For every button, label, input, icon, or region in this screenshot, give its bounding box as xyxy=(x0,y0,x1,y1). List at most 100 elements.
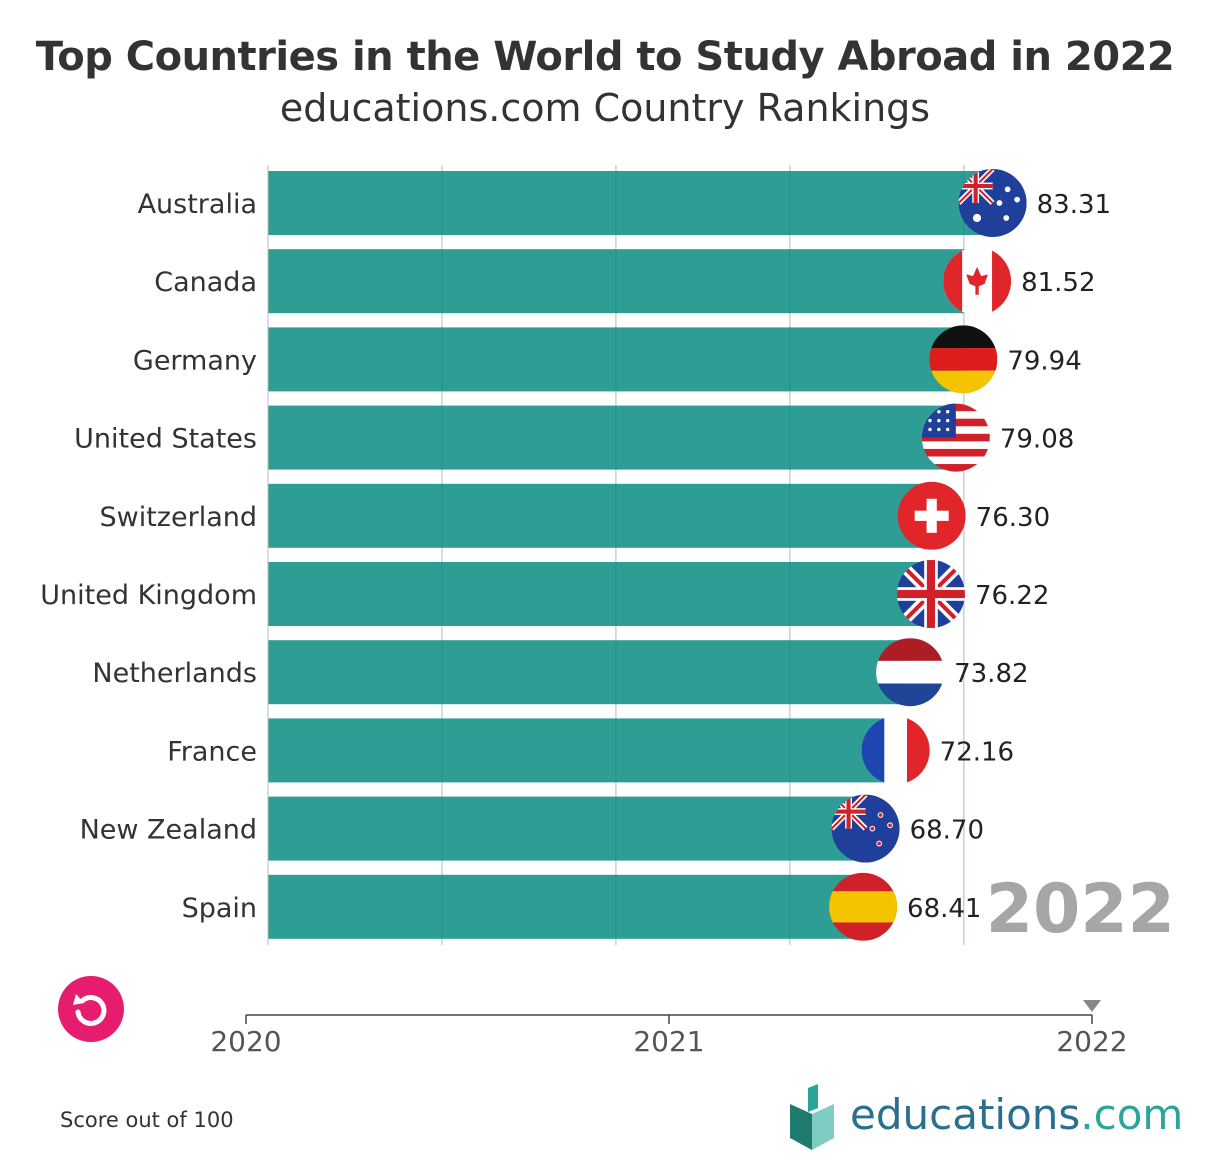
bar xyxy=(268,171,993,235)
value-label: 68.41 xyxy=(907,894,981,924)
category-label: Canada xyxy=(154,267,257,298)
australia-flag-shapes xyxy=(958,169,1027,237)
france-flag-shapes xyxy=(861,716,930,785)
timeline[interactable]: 2020 2021 2022 xyxy=(210,1000,1128,1058)
flag-part xyxy=(921,464,990,472)
united-kingdom-flag-shapes xyxy=(896,560,965,628)
flag-star xyxy=(928,427,932,432)
bar xyxy=(268,405,956,470)
flag-star xyxy=(937,427,941,432)
chart-title: Top Countries in the World to Study Abro… xyxy=(35,34,1175,80)
united-states-flag xyxy=(921,403,990,472)
flag-part xyxy=(876,660,945,684)
united-states-flag-shapes xyxy=(921,403,990,472)
bar xyxy=(268,640,911,705)
flag-part xyxy=(943,247,963,316)
category-label: United States xyxy=(74,424,257,455)
category-label: Australia xyxy=(138,189,257,220)
flag-part xyxy=(929,370,998,394)
flag-part xyxy=(914,510,949,521)
flag-part xyxy=(829,891,898,923)
switzerland-flag-shapes xyxy=(897,481,966,550)
flag-part xyxy=(861,716,885,785)
timeline-position-marker[interactable] xyxy=(1083,1000,1101,1012)
timeline-year-label: 2021 xyxy=(633,1025,704,1058)
value-label: 72.16 xyxy=(940,737,1014,767)
germany-flag-shapes xyxy=(929,325,998,394)
brand-logo[interactable]: educations.com xyxy=(786,1082,1183,1152)
new-zealand-flag xyxy=(831,794,900,863)
flag-star xyxy=(945,410,950,414)
bar xyxy=(268,483,932,548)
flag-part xyxy=(929,325,998,349)
flag-star xyxy=(972,213,982,223)
netherlands-flag-shapes xyxy=(876,638,945,707)
flag-part xyxy=(929,348,998,371)
flag-star xyxy=(945,418,950,423)
category-label: New Zealand xyxy=(80,815,257,846)
flag-star xyxy=(876,840,883,847)
category-label: Switzerland xyxy=(100,502,258,533)
current-year-label: 2022 xyxy=(986,870,1175,949)
bar xyxy=(268,796,866,861)
flag-part xyxy=(876,638,945,661)
flag-star xyxy=(996,200,1003,206)
flag-part xyxy=(876,683,945,707)
chart-subtitle: educations.com Country Rankings xyxy=(279,86,931,130)
flag-star xyxy=(1014,196,1021,203)
replay-icon xyxy=(73,994,107,1026)
value-label: 68.70 xyxy=(910,816,984,846)
category-label: United Kingdom xyxy=(40,580,257,611)
germany-flag xyxy=(929,325,998,394)
spain-flag-shapes xyxy=(829,872,898,941)
maple-leaf xyxy=(966,266,988,295)
brand-name-suffix: .com xyxy=(1080,1090,1184,1139)
category-label: Spain xyxy=(182,893,257,924)
timeline-year-label: 2020 xyxy=(210,1025,281,1058)
value-label: 81.52 xyxy=(1021,268,1095,298)
flag-star xyxy=(937,418,941,423)
flag-part xyxy=(958,183,993,189)
flag-part xyxy=(884,716,907,785)
flag-star xyxy=(877,812,884,818)
flag-star xyxy=(937,410,941,414)
category-label: Netherlands xyxy=(92,658,257,689)
value-label: 79.94 xyxy=(1007,346,1081,376)
bar xyxy=(268,718,896,783)
canada-flag xyxy=(943,247,1012,316)
netherlands-flag xyxy=(876,638,945,707)
australia-flag xyxy=(958,169,1027,237)
value-label: 73.82 xyxy=(954,659,1028,689)
flag-star xyxy=(928,418,932,423)
flag-part xyxy=(921,433,990,442)
flag-part xyxy=(921,448,990,457)
flag-part xyxy=(921,456,990,465)
new-zealand-flag-shapes xyxy=(831,794,900,863)
replay-button[interactable] xyxy=(58,976,124,1042)
brand-name-main: educations xyxy=(850,1090,1081,1139)
category-label: Germany xyxy=(133,345,257,376)
footnote: Score out of 100 xyxy=(60,1108,234,1132)
spain-flag xyxy=(829,872,898,941)
flag-part xyxy=(896,589,965,599)
flag-star xyxy=(869,825,876,832)
flag-star xyxy=(1004,186,1011,193)
flag-part xyxy=(831,809,866,814)
value-label: 79.08 xyxy=(1000,425,1074,455)
book-logo-icon xyxy=(790,1084,834,1150)
canada-flag-shapes xyxy=(943,247,1012,316)
bar xyxy=(268,874,864,939)
value-label: 76.22 xyxy=(975,581,1049,611)
flag-part xyxy=(992,247,1012,316)
united-kingdom-flag xyxy=(896,560,965,628)
value-label: 83.31 xyxy=(1037,190,1111,220)
flag-part xyxy=(906,716,930,785)
bar xyxy=(268,249,978,314)
bars-group xyxy=(268,171,993,939)
category-label: France xyxy=(167,736,257,767)
switzerland-flag xyxy=(897,481,966,550)
brand-name: educations.com xyxy=(850,1090,1183,1139)
bar xyxy=(268,562,931,626)
flag-part xyxy=(921,441,990,450)
